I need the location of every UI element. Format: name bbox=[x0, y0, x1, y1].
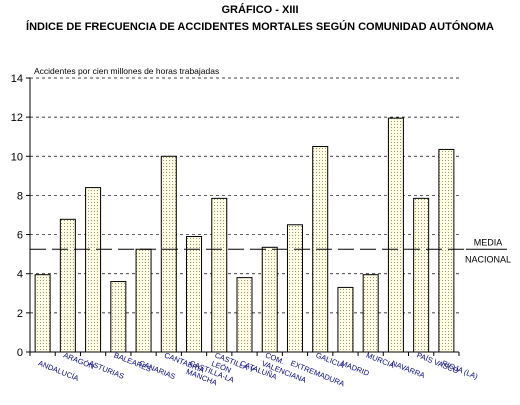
chart-title: GRÁFICO - XIII bbox=[221, 4, 299, 16]
reference-label-bottom: NACIONAL bbox=[465, 254, 511, 264]
bar bbox=[135, 248, 152, 353]
x-category-label: ASTURIAS bbox=[87, 359, 125, 381]
y-tick-label: 12 bbox=[11, 112, 23, 124]
bar bbox=[186, 236, 203, 353]
bar bbox=[110, 281, 127, 353]
bar bbox=[34, 274, 51, 353]
bar bbox=[362, 274, 379, 353]
bar bbox=[286, 224, 303, 353]
bar bbox=[59, 218, 76, 353]
y-tick-label: 4 bbox=[17, 269, 23, 281]
y-tick-label: 14 bbox=[11, 73, 23, 85]
bar bbox=[387, 117, 404, 353]
bar bbox=[261, 246, 278, 353]
y-axis-label: Accidentes por cien millones de horas tr… bbox=[34, 66, 219, 76]
x-category-label: MADRID bbox=[340, 359, 371, 379]
bar bbox=[211, 197, 228, 353]
chart-subtitle: ÍNDICE DE FRECUENCIA DE ACCIDENTES MORTA… bbox=[26, 21, 494, 33]
bar bbox=[160, 155, 177, 353]
y-tick-label: 8 bbox=[17, 190, 23, 202]
y-tick-label: 6 bbox=[17, 230, 23, 242]
reference-label-top: MEDIA bbox=[474, 237, 503, 247]
bar bbox=[85, 187, 102, 353]
bar bbox=[438, 148, 455, 353]
y-tick-label: 2 bbox=[17, 308, 23, 320]
bar bbox=[236, 277, 253, 353]
y-tick-label: 10 bbox=[11, 151, 23, 163]
y-tick-label: 0 bbox=[17, 347, 23, 359]
bar bbox=[337, 286, 354, 353]
bar bbox=[413, 197, 430, 353]
x-category-label: NAVARRA bbox=[390, 359, 426, 381]
